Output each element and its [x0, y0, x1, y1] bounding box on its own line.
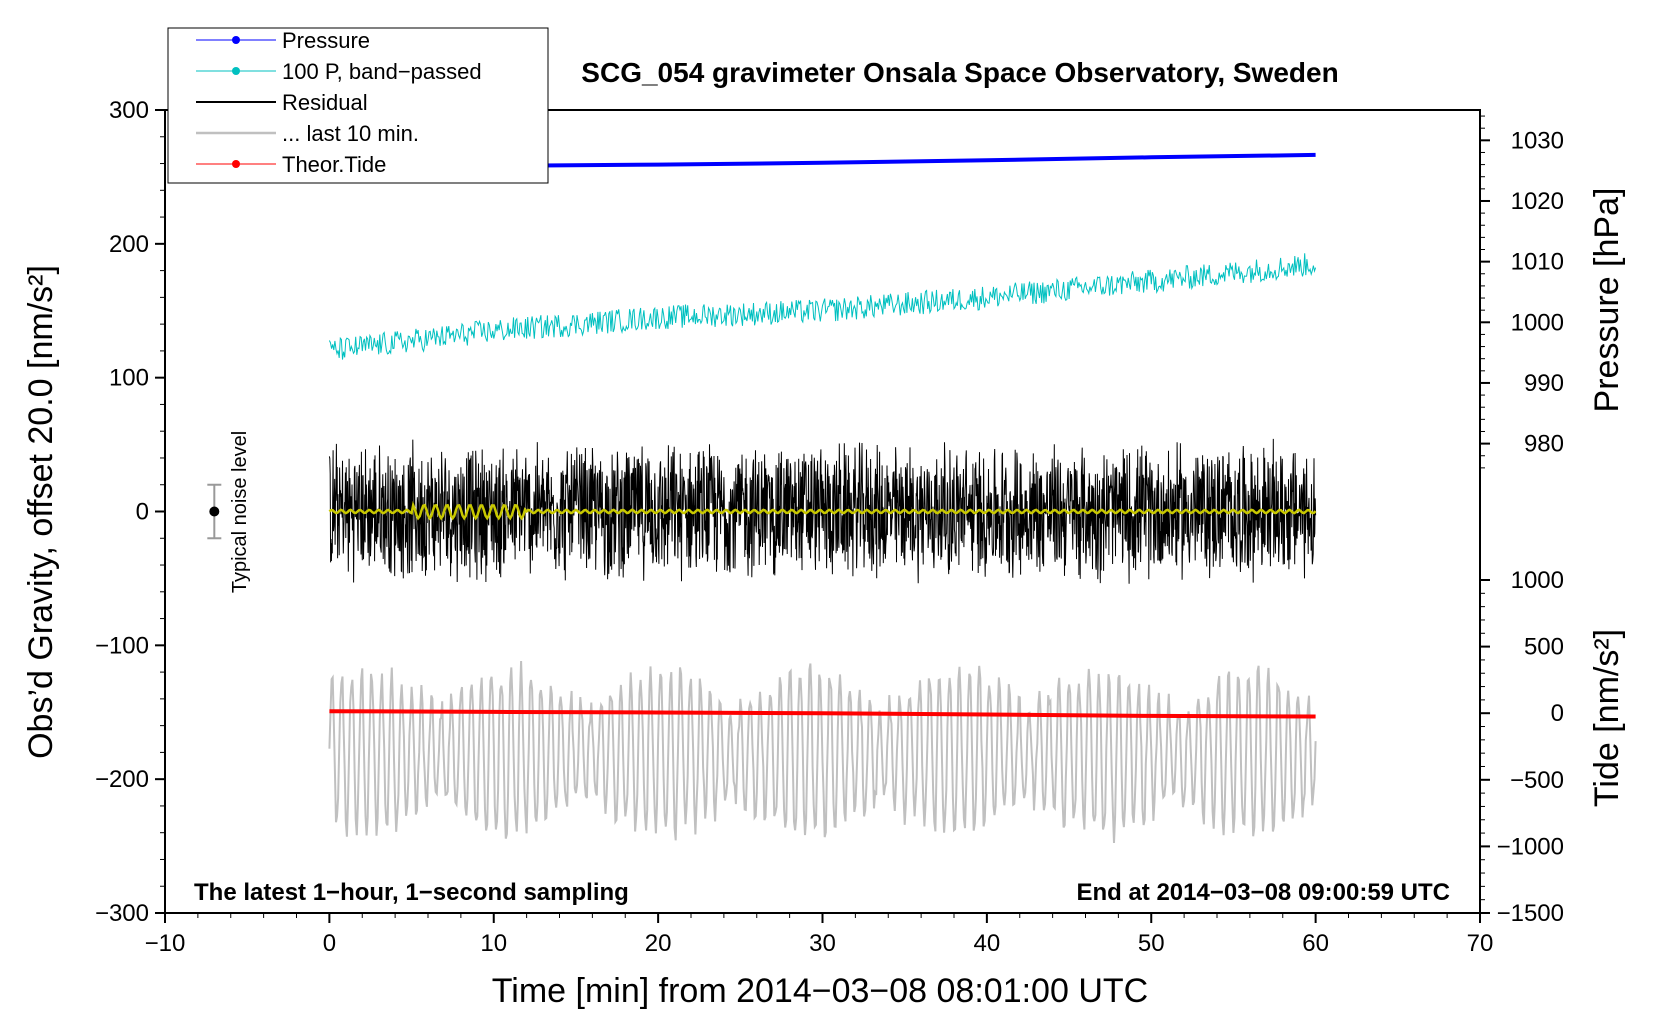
x-tick-label: 30 [809, 930, 836, 957]
sampling-note: The latest 1−hour, 1−second sampling [194, 879, 629, 906]
tide-tick-label: 0 [1551, 700, 1564, 727]
tide-tick-label: 1000 [1511, 567, 1564, 594]
tide-tick-label: −1000 [1497, 833, 1564, 860]
y-left-axis-title-text: Obs’d Gravity, offset 20.0 [nm/s²] [22, 265, 60, 759]
tide-tick-label: −500 [1510, 767, 1564, 794]
noise-level-label: Typical noise level [229, 431, 251, 593]
x-tick-label: −10 [145, 930, 186, 957]
tide-axis-title: Tide [nm/s²] [1588, 629, 1626, 807]
pressure-tick-label: 980 [1524, 431, 1564, 458]
y-left-tick-label: −100 [95, 632, 149, 659]
pressure-tick-label: 990 [1524, 370, 1564, 397]
legend-marker [232, 36, 240, 44]
legend-label: Theor.Tide [282, 152, 386, 177]
x-tick-label: 20 [645, 930, 672, 957]
legend: Pressure 100 P, band−passed Residual ... la… [167, 27, 549, 184]
pressure-axis-title: Pressure [hPa] [1588, 188, 1626, 413]
pressure-tick-label: 1000 [1511, 309, 1564, 336]
y-left-tick-label: −300 [95, 900, 149, 927]
y-left-tick-label: 300 [109, 97, 149, 124]
tide-axis-ticks: 1000 500 0 −500 −1000 −1500 [1480, 567, 1564, 927]
pressure-tick-label: 1010 [1511, 249, 1564, 276]
legend-marker [232, 160, 240, 168]
legend-box [167, 27, 549, 184]
end-time-note: End at 2014−03−08 09:00:59 UTC [1076, 879, 1450, 906]
x-tick-label: 70 [1467, 930, 1494, 957]
x-axis-ticks: −10 0 10 20 30 40 50 60 70 [145, 913, 1494, 957]
series-residual-line [328, 438, 1317, 584]
y-left-tick-label: 0 [136, 499, 149, 526]
pressure-tick-label: 1020 [1511, 188, 1564, 215]
y-left-axis-ticks: 300 200 100 0 −100 −200 −300 [95, 97, 165, 927]
series-bandpassed-line [328, 253, 1317, 360]
x-axis-title: Time [min] from 2014−03−08 08:01:00 UTC [492, 972, 1148, 1010]
legend-label: Pressure [282, 28, 370, 53]
tide-tick-label: 500 [1524, 634, 1564, 661]
noise-center-dot [209, 506, 220, 517]
pressure-axis-ticks: 1030 1020 1010 1000 990 980 [1480, 115, 1564, 469]
x-tick-label: 60 [1302, 930, 1329, 957]
x-tick-label: 10 [480, 930, 507, 957]
x-tick-label: 50 [1138, 930, 1165, 957]
legend-label: Residual [282, 90, 368, 115]
pressure-tick-label: 1030 [1511, 127, 1564, 154]
legend-label: 100 P, band−passed [282, 59, 482, 84]
y-left-tick-label: 200 [109, 231, 149, 258]
y-left-axis-title: Obs’d Gravity, offset 20.0 [nm/s²] [22, 265, 60, 759]
y-left-tick-label: 100 [109, 365, 149, 392]
series-tide-line [329, 709, 1316, 719]
chart-title: SCG_054 gravimeter Onsala Space Observat… [581, 57, 1338, 88]
legend-marker [232, 67, 240, 75]
series-layer [328, 152, 1317, 844]
noise-level-indicator [207, 483, 222, 540]
y-left-tick-label: −200 [95, 766, 149, 793]
tide-tick-label: −1500 [1497, 900, 1564, 927]
x-tick-label: 0 [323, 930, 336, 957]
series-residual-smoothed-line [328, 500, 1317, 521]
series-last-10-min-line [328, 660, 1317, 844]
legend-label: ... last 10 min. [282, 121, 419, 146]
x-tick-label: 40 [974, 930, 1001, 957]
